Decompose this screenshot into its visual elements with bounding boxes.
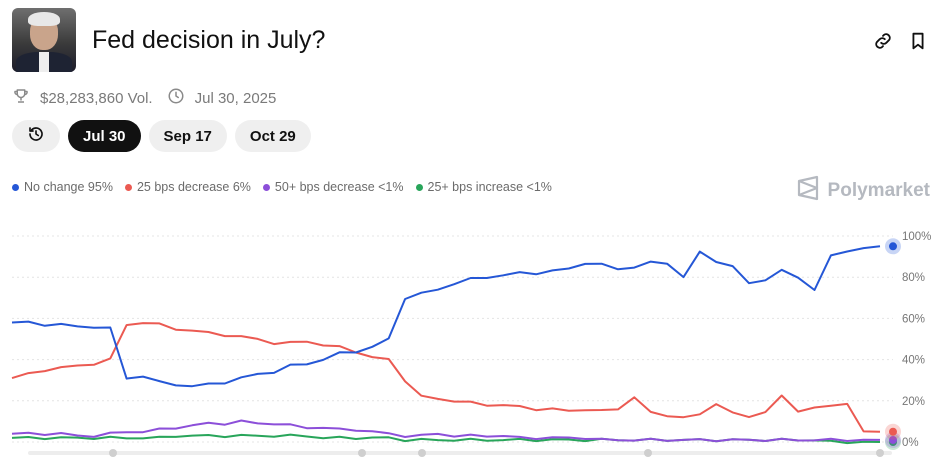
y-tick-label: 100% [902, 231, 931, 243]
page-title: Fed decision in July? [92, 26, 326, 54]
legend-item-25bps-increase: 25+ bps increase <1% [415, 180, 552, 194]
series-line [11, 322, 881, 433]
polymarket-mark-icon [796, 175, 828, 207]
series-end-point [889, 435, 897, 444]
market-meta: $28,283,860 Vol. Jul 30, 2025 [12, 88, 290, 108]
tab-oct-29[interactable]: Oct 29 [234, 120, 311, 152]
legend-dot-icon [415, 183, 423, 191]
date-tabs: Jul 30 Sep 17 Oct 29 [12, 120, 319, 152]
timeline-marker[interactable] [876, 449, 884, 457]
legend-dot-icon [124, 183, 132, 191]
clock-icon [167, 87, 195, 109]
history-icon [27, 125, 45, 147]
volume-text: $28,283,860 Vol. [40, 89, 153, 107]
legend-item-50bps-decrease: 50+ bps decrease <1% [262, 180, 404, 194]
history-tab[interactable] [12, 120, 60, 152]
legend-item-25bps-decrease: 25 bps decrease 6% [124, 180, 251, 194]
y-tick-label: 80% [902, 272, 925, 284]
trophy-icon [12, 87, 40, 109]
series-end-point [889, 427, 897, 436]
tab-jul-30[interactable]: Jul 30 [68, 120, 141, 152]
person-photo-icon [12, 8, 76, 72]
price-chart: 100% 80% 60% 40% 20% 0% [11, 231, 931, 457]
link-icon[interactable] [872, 30, 894, 52]
timeline-marker[interactable] [358, 449, 366, 457]
tab-sep-17[interactable]: Sep 17 [148, 120, 227, 152]
timeline-marker[interactable] [644, 449, 652, 457]
y-tick-label: 20% [902, 396, 925, 408]
y-tick-label: 0% [902, 437, 919, 449]
bookmark-icon[interactable] [907, 30, 929, 52]
series-line [11, 419, 881, 443]
polymarket-logo: Polymarket [796, 175, 930, 207]
y-tick-label: 40% [902, 355, 925, 367]
series-end-point [889, 242, 897, 251]
legend-item-no-change: No change 95% [12, 180, 113, 194]
legend-dot-icon [262, 183, 270, 191]
timeline-marker[interactable] [109, 449, 117, 457]
chart-legend: No change 95% 25 bps decrease 6% 50+ bps… [12, 180, 564, 194]
market-header: Fed decision in July? [12, 8, 924, 74]
end-date-text: Jul 30, 2025 [194, 89, 277, 107]
y-tick-label: 60% [902, 313, 925, 325]
series-line [11, 245, 881, 388]
legend-dot-icon [12, 183, 19, 191]
timeline-marker[interactable] [418, 449, 426, 457]
